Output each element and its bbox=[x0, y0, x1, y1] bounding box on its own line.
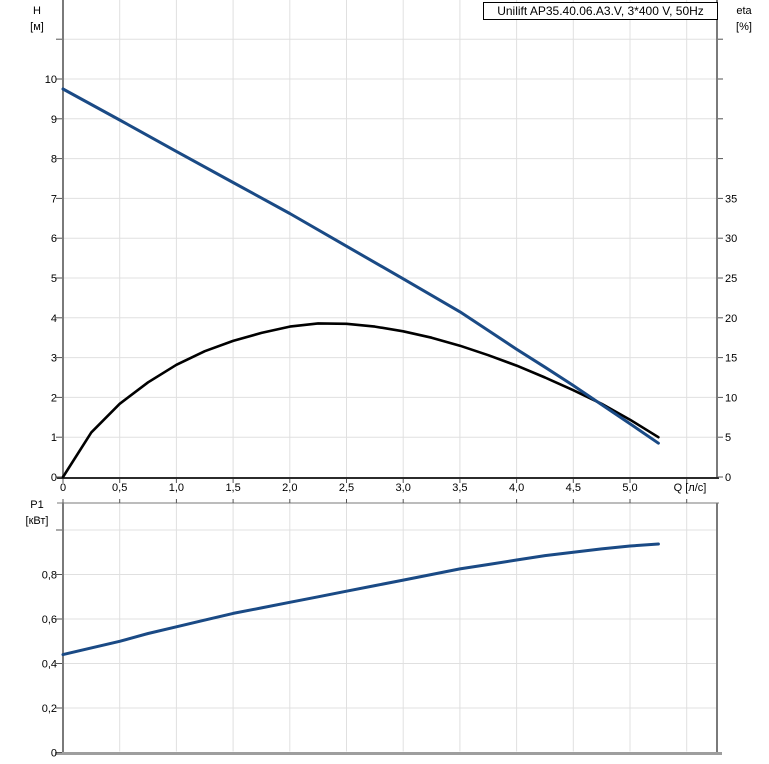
eta-tick-label: 5 bbox=[725, 432, 731, 444]
head-axis-unit-line1: H bbox=[33, 5, 41, 17]
power-tick-label: 0,8 bbox=[42, 570, 57, 582]
head-tick-label: 9 bbox=[51, 114, 57, 126]
eta-tick-label: 15 bbox=[725, 353, 737, 365]
x-tick-label: 0 bbox=[60, 482, 66, 494]
x-tick-label: 2,5 bbox=[339, 482, 354, 494]
x-tick-label: 3,5 bbox=[452, 482, 467, 494]
x-tick-label: 1,5 bbox=[225, 482, 240, 494]
eta-axis-unit-line2: [%] bbox=[736, 21, 752, 33]
eta-tick-label: 20 bbox=[725, 313, 737, 325]
chart-title: Unilift AP35.40.06.A3.V, 3*400 V, 50Hz bbox=[497, 4, 704, 18]
x-tick-label: 2,0 bbox=[282, 482, 297, 494]
head-tick-label: 2 bbox=[51, 392, 57, 404]
head-tick-label: 4 bbox=[51, 313, 57, 325]
eta-axis-unit-line1: eta bbox=[736, 5, 752, 17]
power-axis-unit-line1: P1 bbox=[30, 499, 44, 511]
power-axis-unit-line2: [кВт] bbox=[25, 515, 49, 527]
head-tick-label: 7 bbox=[51, 193, 57, 205]
head-tick-label: 6 bbox=[51, 233, 57, 245]
eta-tick-label: 35 bbox=[725, 193, 737, 205]
efficiency-curve bbox=[61, 322, 660, 479]
chart-title-box: Unilift AP35.40.06.A3.V, 3*400 V, 50Hz bbox=[483, 2, 718, 20]
eta-axis-unit-label: eta [%] bbox=[722, 3, 766, 35]
head-tick-label: 0 bbox=[51, 472, 57, 484]
head-axis-unit-label: H [м] bbox=[15, 3, 59, 35]
x-axis-title: Q [л/с] bbox=[674, 482, 707, 494]
power-tick-label: 0,4 bbox=[42, 659, 57, 671]
head-tick-label: 1 bbox=[51, 432, 57, 444]
power-tick-label: 0 bbox=[51, 748, 57, 760]
x-tick-label: 3,0 bbox=[396, 482, 411, 494]
eta-tick-label: 0 bbox=[725, 472, 731, 484]
x-tick-label: 4,0 bbox=[509, 482, 524, 494]
power-tick-label: 0,6 bbox=[42, 614, 57, 626]
x-tick-label: 5,0 bbox=[622, 482, 637, 494]
head-tick-label: 8 bbox=[51, 154, 57, 166]
power-axis-unit-label: P1 [кВт] bbox=[15, 497, 59, 529]
head-tick-label: 10 bbox=[45, 74, 57, 86]
x-tick-label: 0,5 bbox=[112, 482, 127, 494]
x-tick-label: 1,0 bbox=[169, 482, 184, 494]
head-tick-label: 5 bbox=[51, 273, 57, 285]
x-tick-label: 4,5 bbox=[566, 482, 581, 494]
power-tick-label: 0,2 bbox=[42, 703, 57, 715]
head-tick-label: 3 bbox=[51, 353, 57, 365]
eta-tick-label: 30 bbox=[725, 233, 737, 245]
eta-tick-label: 10 bbox=[725, 392, 737, 404]
head-curve bbox=[61, 87, 660, 445]
head-axis-unit-line2: [м] bbox=[30, 21, 44, 33]
power-curve bbox=[61, 542, 660, 657]
eta-tick-label: 25 bbox=[725, 273, 737, 285]
